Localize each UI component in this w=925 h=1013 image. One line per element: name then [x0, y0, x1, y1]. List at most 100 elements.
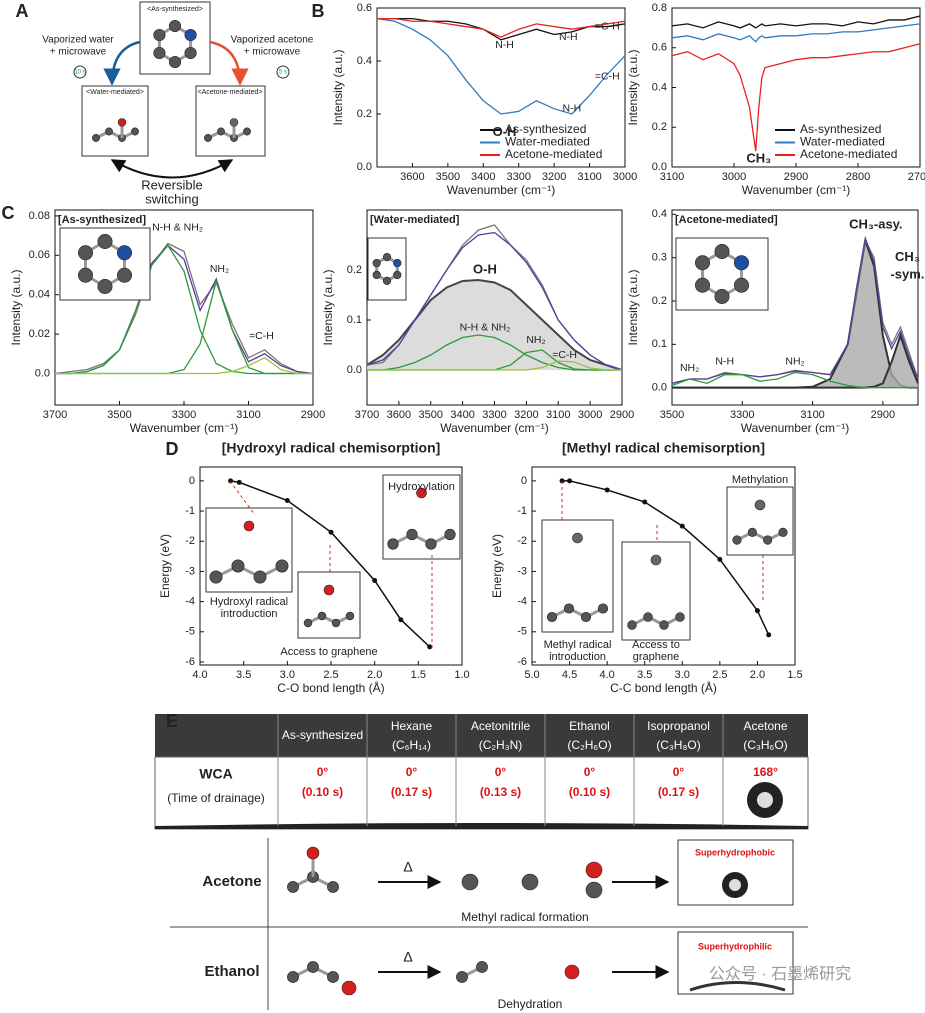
atom [763, 535, 773, 545]
y-tick-label: 0.0 [357, 161, 372, 173]
x-tick-label: 1.5 [787, 669, 802, 681]
atom [778, 527, 788, 537]
atom [153, 46, 166, 60]
x-tick-label: 3400 [471, 171, 495, 183]
atom [650, 554, 662, 566]
atom [564, 964, 580, 980]
y-tick-label: 0.6 [652, 42, 667, 54]
atom [382, 253, 392, 262]
annotation: CH₃-asy. [849, 217, 902, 232]
point [372, 577, 378, 583]
x-tick-label: 2900 [784, 171, 808, 183]
annotation: N-H [495, 39, 514, 51]
y-tick-label: 0.06 [29, 249, 50, 261]
drainage-time: (0.10 s) [302, 785, 343, 799]
column-header: As-synthesized [282, 728, 363, 742]
column-header: Acetonitrile [471, 719, 531, 733]
contact-angle: 0° [673, 765, 685, 779]
x-tick-label: 1.0 [454, 669, 469, 681]
result-label: Superhydrophobic [695, 847, 775, 857]
x-tick-label: 4.0 [192, 669, 207, 681]
annotation: N-H [559, 31, 578, 43]
point [766, 632, 772, 638]
atom [253, 570, 267, 584]
y-tick-label: 0.0 [347, 364, 362, 376]
y-tick-label: 0 [189, 475, 195, 487]
atom [78, 267, 94, 283]
x-tick-label: 2.0 [367, 669, 382, 681]
annotation: NH₂ [785, 355, 804, 367]
panel-label: D [166, 439, 179, 459]
panel-a-art [73, 1, 290, 179]
box-title: <Acetone-mediated> [198, 89, 263, 96]
x-axis-label: Wavenumber (cm⁻¹) [440, 421, 549, 435]
x-tick-label: 3700 [43, 409, 67, 421]
atom [714, 288, 730, 304]
x-tick-label: 3100 [546, 409, 570, 421]
atom [231, 559, 245, 573]
y-tick-label: 0.04 [29, 289, 50, 301]
atom [209, 570, 223, 584]
atom [184, 28, 197, 42]
annotation: N-H [715, 355, 734, 367]
annotation: O-H [473, 261, 497, 276]
x-tick-label: 1.5 [411, 669, 426, 681]
annotation: =C-H [249, 330, 274, 342]
x-tick-label: 3500 [419, 409, 443, 421]
y-tick-label: -1 [517, 505, 527, 517]
annotation: N-H & NH₂ [460, 321, 511, 333]
annotation: NH₂ [526, 334, 545, 346]
point [604, 487, 610, 493]
atom [643, 612, 653, 622]
atom [425, 538, 437, 550]
x-axis-label: Wavenumber (cm⁻¹) [130, 421, 239, 435]
atom [327, 971, 339, 983]
atom [217, 127, 225, 136]
x-tick-label: 2.5 [712, 669, 727, 681]
point [236, 479, 242, 485]
x-tick-label: 3000 [722, 171, 746, 183]
label: + microwave [50, 47, 107, 58]
y-tick-label: 0.6 [357, 2, 372, 14]
atom [733, 277, 749, 293]
atom [732, 535, 742, 545]
atom [92, 134, 100, 142]
annotation: CH₃ [895, 249, 920, 264]
point [642, 499, 648, 505]
column-formula: (C₃H₆O) [743, 738, 787, 752]
atom [382, 276, 392, 285]
annotation: NH₂ [680, 362, 699, 374]
line [367, 360, 622, 371]
atom [580, 611, 592, 623]
panel-label: B [312, 1, 325, 21]
atom [416, 487, 427, 499]
x-tick-label: 3.0 [280, 669, 295, 681]
heat-symbol: Δ [403, 949, 412, 965]
x-tick-label: 3200 [514, 409, 538, 421]
line [671, 371, 918, 389]
line [671, 23, 921, 43]
atom [306, 846, 320, 860]
atom [444, 528, 456, 541]
y-tick-label: 0.8 [652, 2, 667, 14]
annotation: N-H [563, 102, 582, 114]
y-tick-label: 0.0 [35, 367, 50, 379]
line [671, 235, 919, 384]
line [671, 15, 921, 29]
atom [372, 258, 381, 268]
atom [307, 961, 319, 973]
x-tick-label: 3300 [506, 171, 530, 183]
y-axis-label: Intensity (a.u.) [626, 49, 640, 125]
label: 5 s [279, 70, 287, 76]
inset-label: Methyl radical [544, 639, 612, 651]
atom [372, 270, 381, 280]
atom [406, 528, 418, 541]
y-tick-label: -6 [517, 656, 527, 668]
chart-title: [Hydroxyl radical chemisorption] [222, 440, 441, 456]
label: 10 s [74, 70, 85, 76]
point [398, 617, 404, 623]
panel-label: A [16, 1, 29, 21]
x-axis-label: C-C bond length (Å) [610, 680, 717, 695]
step-label: Methyl radical formation [461, 910, 588, 924]
